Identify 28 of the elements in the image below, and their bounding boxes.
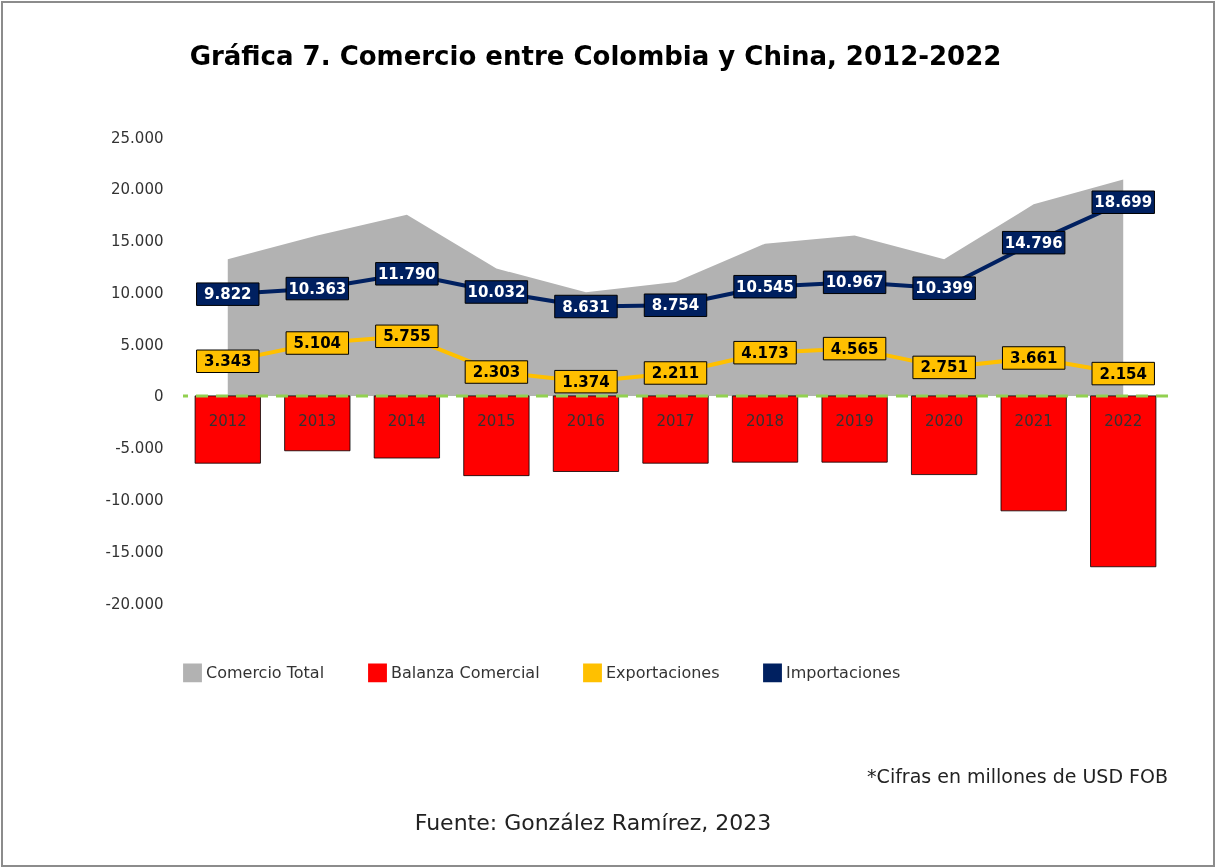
y-tick-label: 0 — [153, 387, 164, 406]
x-tick-label: 2018 — [745, 412, 785, 431]
text: *Cifras en millones de USD FOB — [867, 765, 1168, 787]
x-tick-label: 2022 — [1104, 412, 1143, 431]
x-tick-label: 2019 — [835, 412, 874, 431]
y-tick-label: -15.000 — [105, 542, 164, 561]
y-tick-label: 5.000 — [120, 335, 164, 354]
y-tick-label: 20.000 — [111, 180, 164, 199]
legend-label: Importaciones — [786, 662, 901, 682]
x-tick-label: 2015 — [477, 412, 516, 431]
legend-label: Balanza Comercial — [391, 662, 540, 682]
x-tick-label: 2016 — [566, 412, 606, 431]
y-tick-label: 15.000 — [111, 232, 164, 251]
x-tick-label: 2013 — [298, 412, 337, 431]
x-tick-label: 2017 — [656, 412, 695, 431]
x-tick-label: 2020 — [925, 412, 964, 431]
legend-label: Comercio Total — [206, 662, 325, 682]
y-tick-label: -10.000 — [105, 490, 164, 509]
y-tick-label: -20.000 — [105, 594, 164, 613]
chart-title: Gráfica 7. Comercio entre Colombia y China, 2012-2022 — [189, 41, 1002, 71]
y-tick-label: 25.000 — [111, 128, 164, 147]
y-tick-label: 10.000 — [111, 283, 164, 302]
x-tick-label: 2021 — [1014, 412, 1053, 431]
x-tick-label: 2014 — [387, 412, 426, 431]
x-tick-label: 2012 — [208, 412, 247, 431]
y-tick-label: -5.000 — [115, 439, 164, 458]
source-note: Fuente: González Ramírez, 2023 — [413, 810, 773, 835]
legend-label: Exportaciones — [606, 662, 720, 682]
